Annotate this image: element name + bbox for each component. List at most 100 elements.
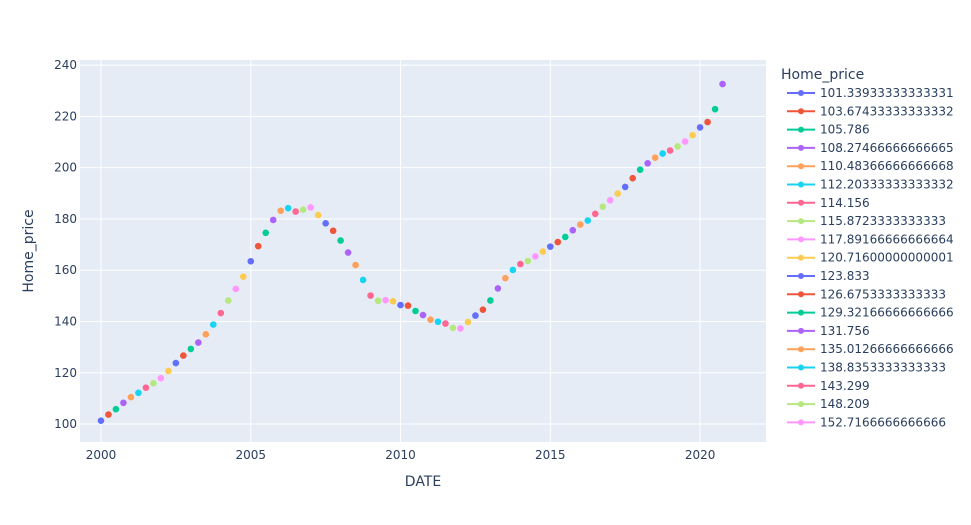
legend-item[interactable]: 129.32166666666666 xyxy=(787,306,954,320)
data-point[interactable] xyxy=(674,143,681,150)
data-point[interactable] xyxy=(202,331,210,338)
data-point[interactable] xyxy=(217,309,225,317)
data-point[interactable] xyxy=(187,345,195,353)
data-point[interactable] xyxy=(621,183,629,191)
data-point[interactable] xyxy=(367,292,374,299)
data-point[interactable] xyxy=(292,208,299,215)
data-point[interactable] xyxy=(636,166,644,174)
data-point[interactable] xyxy=(127,393,135,401)
data-point[interactable] xyxy=(561,233,569,241)
data-point[interactable] xyxy=(569,226,577,234)
legend-item[interactable]: 143.299 xyxy=(787,379,870,393)
legend-item[interactable]: 114.156 xyxy=(787,196,870,210)
data-point[interactable] xyxy=(651,154,659,161)
legend-item[interactable]: 123.833 xyxy=(787,269,870,283)
data-point[interactable] xyxy=(389,297,397,305)
data-point[interactable] xyxy=(449,324,457,332)
legend-item[interactable]: 112.20333333333332 xyxy=(787,178,954,192)
data-point[interactable] xyxy=(105,411,112,418)
data-point[interactable] xyxy=(584,217,592,224)
data-point[interactable] xyxy=(524,257,532,265)
data-point[interactable] xyxy=(659,150,666,157)
data-point[interactable] xyxy=(547,243,554,250)
data-point[interactable] xyxy=(239,273,247,280)
data-point[interactable] xyxy=(494,285,502,292)
data-point[interactable] xyxy=(307,204,314,211)
data-point[interactable] xyxy=(374,297,382,305)
data-point[interactable] xyxy=(689,131,696,139)
data-point[interactable] xyxy=(247,257,255,265)
data-point[interactable] xyxy=(464,318,472,326)
legend-item[interactable]: 108.27466666666665 xyxy=(787,141,954,155)
data-point[interactable] xyxy=(666,147,674,154)
data-point[interactable] xyxy=(97,417,105,425)
data-point[interactable] xyxy=(299,206,307,214)
data-point[interactable] xyxy=(517,260,524,268)
data-point[interactable] xyxy=(172,359,180,367)
data-point[interactable] xyxy=(352,261,359,269)
data-point[interactable] xyxy=(135,389,142,397)
legend-item[interactable]: 148.209 xyxy=(787,397,870,411)
data-point[interactable] xyxy=(629,174,636,182)
data-point[interactable] xyxy=(487,297,494,304)
data-point[interactable] xyxy=(509,266,517,274)
data-point[interactable] xyxy=(644,160,651,167)
data-point[interactable] xyxy=(442,320,449,327)
legend-item[interactable]: 115.8723333333333 xyxy=(787,214,946,228)
data-point[interactable] xyxy=(599,203,607,210)
data-point[interactable] xyxy=(704,118,711,126)
legend-item[interactable]: 138.8353333333333 xyxy=(787,361,946,375)
data-point[interactable] xyxy=(120,399,127,407)
data-point[interactable] xyxy=(210,321,217,328)
data-point[interactable] xyxy=(269,216,277,224)
data-point[interactable] xyxy=(472,312,479,319)
data-point[interactable] xyxy=(434,318,442,326)
data-point[interactable] xyxy=(427,316,434,324)
data-point[interactable] xyxy=(142,384,150,391)
data-point[interactable] xyxy=(284,204,292,212)
data-point[interactable] xyxy=(262,229,270,237)
data-point[interactable] xyxy=(322,220,329,227)
legend-item[interactable]: 101.33933333333331 xyxy=(787,86,954,100)
data-point[interactable] xyxy=(711,105,719,113)
data-point[interactable] xyxy=(719,80,726,88)
data-point[interactable] xyxy=(165,367,172,375)
legend-item[interactable]: 117.89166666666664 xyxy=(787,232,954,246)
legend-item[interactable]: 105.786 xyxy=(787,123,870,137)
data-point[interactable] xyxy=(576,221,584,228)
legend-item[interactable]: 120.71600000000001 xyxy=(787,251,954,265)
data-point[interactable] xyxy=(195,339,202,346)
legend-item[interactable]: 103.67433333333332 xyxy=(787,104,954,118)
data-point[interactable] xyxy=(314,211,322,219)
data-point[interactable] xyxy=(112,405,120,413)
legend-item[interactable]: 110.48366666666668 xyxy=(787,159,954,173)
data-point[interactable] xyxy=(224,297,232,304)
legend-item[interactable]: 126.6753333333333 xyxy=(787,287,946,301)
legend-item[interactable]: 152.7166666666666 xyxy=(787,415,946,429)
data-point[interactable] xyxy=(382,296,389,304)
data-point[interactable] xyxy=(329,227,337,235)
data-point[interactable] xyxy=(591,210,599,218)
data-point[interactable] xyxy=(337,237,344,244)
data-point[interactable] xyxy=(502,274,509,282)
data-point[interactable] xyxy=(539,248,547,255)
data-point[interactable] xyxy=(681,138,689,145)
data-point[interactable] xyxy=(232,285,240,293)
data-point[interactable] xyxy=(157,374,165,382)
data-point[interactable] xyxy=(412,307,419,315)
data-point[interactable] xyxy=(479,306,487,314)
data-point[interactable] xyxy=(150,379,157,387)
data-point[interactable] xyxy=(457,325,464,332)
legend-item[interactable]: 131.756 xyxy=(787,324,870,338)
data-point[interactable] xyxy=(277,207,285,215)
data-point[interactable] xyxy=(554,238,562,246)
data-point[interactable] xyxy=(397,301,404,309)
data-point[interactable] xyxy=(696,124,704,131)
legend-item[interactable]: 135.01266666666666 xyxy=(787,342,954,356)
data-point[interactable] xyxy=(532,253,539,260)
data-point[interactable] xyxy=(404,302,412,309)
data-point[interactable] xyxy=(254,242,262,250)
data-point[interactable] xyxy=(180,352,187,359)
data-point[interactable] xyxy=(359,276,367,284)
data-point[interactable] xyxy=(344,249,352,256)
